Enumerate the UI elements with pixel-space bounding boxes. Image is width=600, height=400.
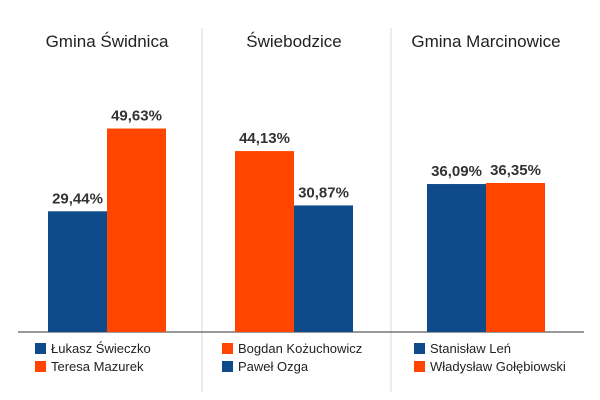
data-label: 36,09% <box>431 163 482 180</box>
legend-entry: Łukasz Świeczko <box>51 341 151 356</box>
legend-entry: Władysław Gołębiowski <box>430 359 566 374</box>
bar-2-1 <box>486 182 545 332</box>
bar-2-0 <box>427 184 486 332</box>
data-label: 49,63% <box>111 108 162 125</box>
legend-swatch <box>222 361 233 372</box>
panel-title: Świebodzice <box>246 32 341 51</box>
panel-title: Gmina Marcinowice <box>411 32 560 51</box>
bar-0-0 <box>48 211 107 332</box>
panel-title: Gmina Świdnica <box>46 32 169 51</box>
data-label: 44,13% <box>239 130 290 147</box>
legend-entry: Teresa Mazurek <box>51 359 144 374</box>
bar-0-1 <box>107 128 166 332</box>
legend-entry: Paweł Ozga <box>238 359 309 374</box>
legend-entry: Stanisław Leń <box>430 341 511 356</box>
legend-swatch <box>414 361 425 372</box>
data-label: 36,35% <box>490 162 541 179</box>
legend-entry: Bogdan Kożuchowicz <box>238 341 362 356</box>
bar-1-0 <box>235 151 294 332</box>
bar-1-1 <box>294 205 353 332</box>
data-label: 29,44% <box>52 190 103 207</box>
data-label: 30,87% <box>298 184 349 201</box>
legend-swatch <box>35 361 46 372</box>
legend-swatch <box>35 343 46 354</box>
legend-swatch <box>414 343 425 354</box>
legend-swatch <box>222 343 233 354</box>
